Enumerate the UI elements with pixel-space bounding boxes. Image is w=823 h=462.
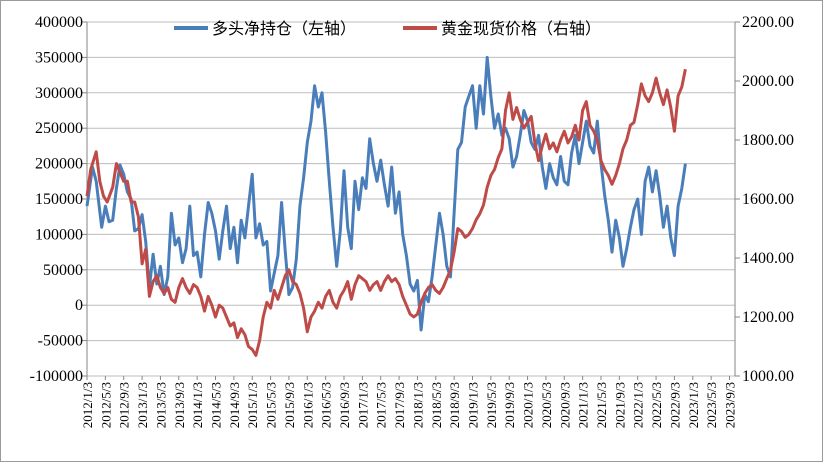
right-tick-label: 1000.00 [742, 368, 794, 385]
legend: 多头净持仓（左轴） 黄金现货价格（右轴） [174, 19, 601, 38]
left-tick-label: -100000 [30, 368, 83, 385]
right-tick-label: 1800.00 [742, 132, 794, 149]
x-tick-label: 2017/5/3 [374, 382, 389, 428]
x-tick-label: 2020/9/3 [557, 382, 572, 428]
left-tick-label: 300000 [35, 85, 83, 102]
x-tick-label: 2021/9/3 [612, 382, 627, 428]
x-tick-label: 2019/5/3 [484, 382, 499, 428]
legend-label-gold-spot-price: 黄金现货价格（右轴） [441, 19, 601, 38]
left-tick-label: 50000 [43, 262, 83, 279]
x-tick-label: 2015/5/3 [264, 382, 279, 428]
x-tick-label: 2012/9/3 [117, 382, 132, 428]
x-tick-label: 2018/9/3 [447, 382, 462, 428]
x-tick-label: 2023/1/3 [686, 382, 701, 428]
x-tick-label: 2019/1/3 [465, 382, 480, 428]
x-tick-label: 2015/9/3 [282, 382, 297, 428]
legend-label-net-long-position: 多头净持仓（左轴） [212, 19, 356, 38]
left-tick-label: 400000 [35, 14, 83, 31]
left-tick-label: 150000 [35, 191, 83, 208]
left-tick-label: 200000 [35, 156, 83, 173]
x-tick-label: 2014/9/3 [227, 382, 242, 428]
series-line-net-long-position [85, 55, 687, 332]
x-tick-label: 2022/1/3 [631, 382, 646, 428]
right-tick-label: 1600.00 [742, 191, 794, 208]
x-tick-label: 2016/1/3 [300, 382, 315, 428]
grid-lines [87, 21, 735, 377]
left-tick-label: 100000 [35, 226, 83, 243]
x-tick-label: 2017/1/3 [355, 382, 370, 428]
left-tick-label: -50000 [38, 333, 83, 350]
x-tick-label: 2021/5/3 [594, 382, 609, 428]
x-tick-label: 2014/1/3 [190, 382, 205, 428]
x-tick-label: 2016/9/3 [337, 382, 352, 428]
x-tick-label: 2013/1/3 [135, 382, 150, 428]
x-tick-label: 2022/9/3 [667, 382, 682, 428]
right-axis: 1000.00 1200.00 1400.00 1600.00 1800.00 2000.… [735, 14, 794, 385]
right-tick-label: 1200.00 [742, 309, 794, 326]
left-tick-label: 0 [75, 297, 83, 314]
x-tick-label: 2014/5/3 [208, 382, 223, 428]
x-tick-label: 2017/9/3 [392, 382, 407, 428]
left-axis: -100000 -50000 0 50000 100000 150000 200000 250… [30, 14, 87, 385]
x-tick-label: 2021/1/3 [576, 382, 591, 428]
x-tick-label: 2012/5/3 [98, 382, 113, 428]
x-tick-label: 2023/9/3 [722, 382, 737, 428]
x-tick-label: 2019/9/3 [502, 382, 517, 428]
series-line-gold-spot-price [85, 68, 687, 357]
x-tick-label: 2020/5/3 [539, 382, 554, 428]
left-tick-label: 250000 [35, 120, 83, 137]
right-tick-label: 2000.00 [742, 73, 794, 90]
x-tick-label: 2016/5/3 [319, 382, 334, 428]
x-tick-label: 2018/5/3 [429, 382, 444, 428]
right-tick-label: 1400.00 [742, 250, 794, 267]
x-tick-label: 2013/5/3 [153, 382, 168, 428]
x-tick-label: 2020/1/3 [521, 382, 536, 428]
x-axis: 2012/1/3 2012/5/3 2012/9/3 2013/1/3 2013/5/3… [80, 376, 737, 428]
right-tick-label: 2200.00 [742, 14, 794, 31]
x-tick-label: 2022/5/3 [649, 382, 664, 428]
series-layer [85, 55, 687, 357]
left-tick-label: 350000 [35, 49, 83, 66]
x-tick-label: 2015/1/3 [245, 382, 260, 428]
x-tick-label: 2023/5/3 [704, 382, 719, 428]
x-tick-label: 2013/9/3 [172, 382, 187, 428]
x-tick-label: 2012/1/3 [80, 382, 95, 428]
x-tick-label: 2018/1/3 [410, 382, 425, 428]
